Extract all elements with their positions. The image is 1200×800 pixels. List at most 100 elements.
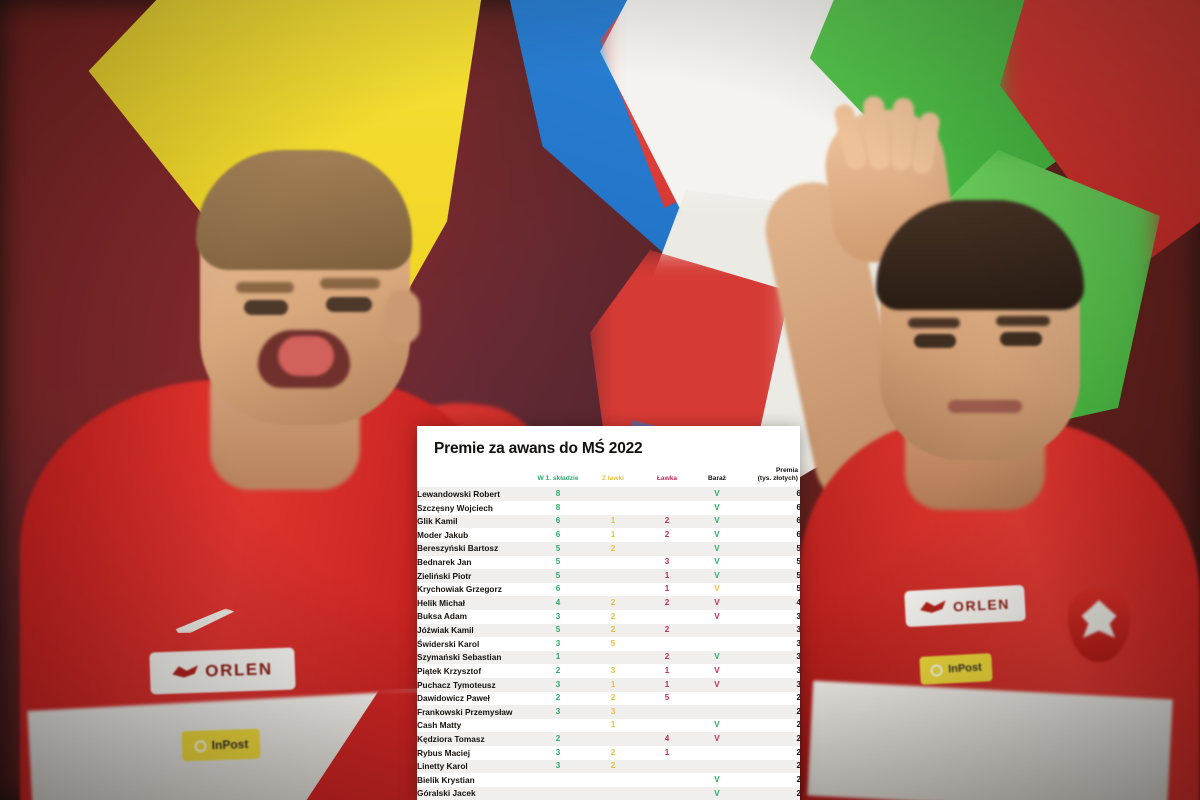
cell-sub-count: 3 xyxy=(610,666,616,676)
cell-bench-count xyxy=(640,501,694,515)
cell-sub-count: 2 xyxy=(610,597,616,607)
column-header-playoff: Baraż xyxy=(708,475,726,483)
cell-starting-count: 2 xyxy=(555,734,561,744)
cell-playoff-mark xyxy=(694,624,740,638)
cell-playoff-mark: V xyxy=(714,597,720,607)
cell-bench-count xyxy=(640,719,694,733)
cell-player-name: Buksa Adam xyxy=(417,611,467,622)
table-row: Góralski Jacek V 230 xyxy=(417,786,800,800)
column-header-sub: Z ławki xyxy=(602,475,624,483)
cell-sub-count: 1 xyxy=(610,529,616,539)
table-row: Jóźwiak Kamil 5 2 2 395 xyxy=(417,623,800,638)
cell-player-name: Glik Kamil xyxy=(417,516,458,527)
cell-starting-count: 3 xyxy=(555,679,561,689)
cell-premium-value: 244 xyxy=(796,761,800,771)
cell-starting-count: 3 xyxy=(555,638,561,648)
cell-bench-count xyxy=(640,610,694,624)
column-header-name xyxy=(417,467,530,487)
table-row: Cash Matty 1 V 267 xyxy=(417,719,800,733)
right-player-eyebrow-left xyxy=(908,318,960,328)
cell-bench-count xyxy=(640,637,694,651)
cell-bench-count: 2 xyxy=(664,529,670,539)
cell-bench-count: 1 xyxy=(664,747,670,757)
left-player-eyebrow-left xyxy=(236,282,294,293)
cell-sub-count xyxy=(586,556,640,570)
cell-starting-count: 8 xyxy=(555,489,561,499)
cell-starting-count: 3 xyxy=(555,611,561,621)
cell-premium-value: 230 xyxy=(796,788,800,798)
cell-bench-count: 5 xyxy=(664,693,670,703)
cell-sub-count xyxy=(586,773,640,787)
cell-starting-count xyxy=(530,773,586,787)
cell-player-name: Lewandowski Robert xyxy=(417,488,500,499)
cell-sub-count: 1 xyxy=(610,720,616,730)
cell-premium-value: 263 xyxy=(796,747,800,757)
table-row: Buksa Adam 3 2 V 397 xyxy=(417,610,800,624)
cell-sub-count: 5 xyxy=(610,638,616,648)
cell-sub-count: 1 xyxy=(610,679,616,689)
cell-bench-count: 1 xyxy=(664,666,670,676)
cell-sub-count: 1 xyxy=(610,516,616,526)
cell-playoff-mark: V xyxy=(714,774,720,784)
cell-bench-count xyxy=(640,787,694,800)
cell-sub-count: 2 xyxy=(610,625,616,635)
cell-premium-value: 395 xyxy=(796,625,800,635)
cell-player-name: Jóźwiak Kamil xyxy=(417,625,474,636)
cell-player-name: Dawidowicz Paweł xyxy=(417,693,490,704)
table-row: Bednarek Jan 5 3 V 569 xyxy=(417,556,800,570)
cell-premium-value: 324 xyxy=(796,652,800,662)
cell-playoff-mark: V xyxy=(714,679,720,689)
cell-premium-value: 264 xyxy=(796,734,800,744)
cell-player-name: Piątek Krzysztof xyxy=(417,665,482,676)
cell-bench-count: 2 xyxy=(664,652,670,662)
cell-starting-count: 6 xyxy=(555,516,561,526)
table-row: Glik Kamil 6 1 2 V 643 xyxy=(417,514,800,529)
cell-premium-value: 230 xyxy=(796,774,800,784)
cell-playoff-mark: V xyxy=(714,543,720,553)
cell-player-name: Puchacz Tymoteusz xyxy=(417,679,496,690)
panel-title: Premie za awans do MŚ 2022 xyxy=(434,440,643,457)
cell-playoff-mark: V xyxy=(714,502,720,512)
table-row: Moder Jakub 6 1 2 V 643 xyxy=(417,528,800,542)
table-header-row: W 1. składzie Z ławki Ławka Baraż Premia… xyxy=(417,467,800,487)
cell-player-name: Linetty Karol xyxy=(417,761,468,772)
cell-premium-value: 643 xyxy=(796,529,800,539)
cell-player-name: Bielik Krystian xyxy=(417,774,475,785)
cell-sub-count xyxy=(586,732,640,746)
right-player-eye-right xyxy=(1000,332,1042,346)
cell-bench-count: 1 xyxy=(664,679,670,689)
cell-sub-count xyxy=(586,501,640,515)
cell-playoff-mark: V xyxy=(714,570,720,580)
cell-sub-count: 2 xyxy=(610,611,616,621)
cell-sub-count: 2 xyxy=(610,747,616,757)
table-row: Dawidowicz Paweł 2 2 5 282 xyxy=(417,692,800,706)
cell-player-name: Bereszyński Bartosz xyxy=(417,543,499,554)
cell-playoff-mark xyxy=(694,637,740,651)
cell-starting-count: 5 xyxy=(555,543,561,553)
table-row: Zieliński Piotr 5 1 V 530 xyxy=(417,569,800,583)
cell-playoff-mark: V xyxy=(714,584,720,594)
cell-sub-count xyxy=(586,583,640,597)
cell-playoff-mark xyxy=(694,705,740,719)
cell-sub-count xyxy=(586,787,640,800)
table-row: Bielik Krystian V 230 xyxy=(417,773,800,787)
cell-bench-count xyxy=(640,760,694,774)
bonus-table: W 1. składzie Z ławki Ławka Baraż Premia… xyxy=(417,467,800,800)
cell-premium-value: 569 xyxy=(796,557,800,567)
cell-premium-value: 415 xyxy=(796,597,800,607)
cell-sub-count: 2 xyxy=(610,761,616,771)
column-header-premium-line2: (tys. złotych) xyxy=(757,475,798,483)
cell-starting-count: 3 xyxy=(555,747,561,757)
right-player-eye-left xyxy=(914,334,956,348)
cell-premium-value: 282 xyxy=(796,693,800,703)
cell-playoff-mark xyxy=(694,760,740,774)
cell-bench-count: 1 xyxy=(664,570,670,580)
cell-player-name: Moder Jakub xyxy=(417,529,469,540)
cell-player-name: Krychowiak Grzegorz xyxy=(417,584,502,595)
table-row: Bereszyński Bartosz 5 2 V 587 xyxy=(417,541,800,556)
cell-bench-count xyxy=(640,705,694,719)
cell-player-name: Cash Matty xyxy=(417,720,462,731)
bonus-table-panel: Premie za awans do MŚ 2022 W 1. składzie… xyxy=(417,426,800,800)
column-header-premium: Premia (tys. złotych) xyxy=(740,467,800,487)
cell-playoff-mark: V xyxy=(714,734,720,744)
